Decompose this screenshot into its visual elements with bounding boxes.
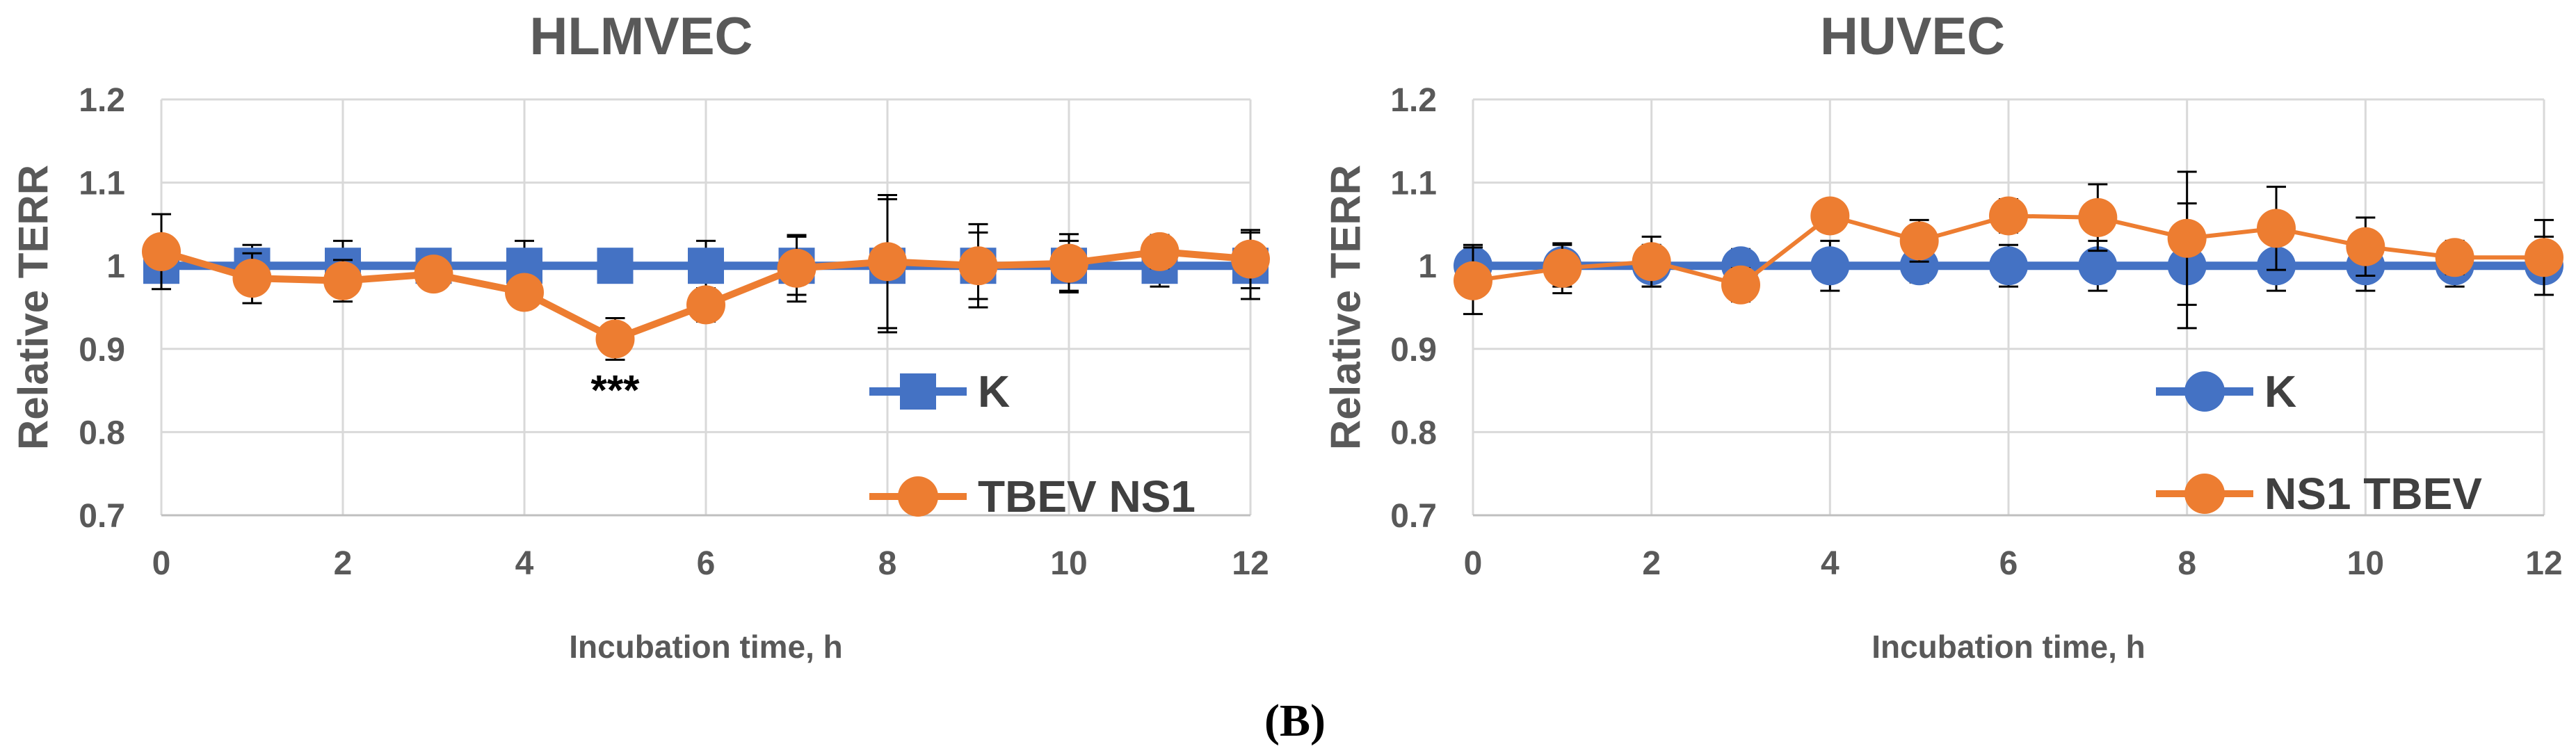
data-point bbox=[1899, 221, 1939, 261]
y-tick-label: 0.7 bbox=[79, 498, 125, 535]
data-point bbox=[1454, 261, 1492, 300]
data-point bbox=[2167, 218, 2207, 258]
panel-label: (B) bbox=[1264, 695, 1326, 746]
series-tbev-ns1 bbox=[142, 194, 1270, 361]
data-point bbox=[686, 285, 725, 325]
x-tick-label: 8 bbox=[2177, 545, 2196, 582]
data-point bbox=[2078, 246, 2118, 286]
x-tick-label: 6 bbox=[1999, 545, 2018, 582]
legend-label: NS1 TBEV bbox=[2264, 469, 2482, 519]
x-tick-label: 8 bbox=[878, 545, 897, 582]
data-point bbox=[1989, 196, 2028, 236]
data-point bbox=[323, 261, 362, 300]
data-point bbox=[142, 232, 181, 271]
data-point bbox=[1140, 232, 1180, 271]
legend-label: K bbox=[978, 366, 1010, 417]
y-tick-label: 1.1 bbox=[79, 165, 125, 202]
legend-marker bbox=[900, 373, 936, 410]
x-tick-label: 12 bbox=[1232, 545, 1269, 582]
x-tick-label: 12 bbox=[2525, 545, 2562, 582]
legend-marker bbox=[2184, 371, 2225, 412]
chart-title: HUVEC bbox=[1820, 7, 2005, 66]
data-point bbox=[2525, 238, 2563, 277]
data-point bbox=[1543, 248, 1582, 288]
data-point bbox=[1231, 239, 1270, 279]
y-tick-label: 1.2 bbox=[1390, 82, 1437, 119]
x-tick-label: 4 bbox=[515, 545, 534, 582]
data-point bbox=[2257, 209, 2296, 248]
y-tick-label: 1 bbox=[1418, 248, 1437, 285]
x-tick-label: 0 bbox=[1464, 545, 1483, 582]
x-tick-label: 6 bbox=[697, 545, 716, 582]
data-point bbox=[414, 255, 453, 294]
data-point bbox=[232, 259, 272, 298]
data-point bbox=[2346, 227, 2385, 266]
legend-marker bbox=[2184, 474, 2225, 514]
chart-huvec: HUVEC 0.7 0.8 0.9 1 1.1 1.2 0 2 4 6 8 10 12 Incubation… bbox=[1323, 7, 2563, 665]
legend: K TBEV NS1 bbox=[869, 366, 1196, 522]
data-point bbox=[505, 273, 544, 312]
y-axis-label: Relative TERR bbox=[10, 165, 57, 450]
data-point bbox=[2078, 197, 2118, 237]
data-point bbox=[1721, 265, 1760, 305]
x-tick-label: 10 bbox=[2347, 545, 2384, 582]
data-point bbox=[595, 319, 635, 359]
chart-title: HLMVEC bbox=[530, 7, 753, 66]
series-ns1-tbev bbox=[1454, 170, 2563, 316]
legend: K NS1 TBEV bbox=[2156, 366, 2482, 519]
chart-hlmvec: HLMVEC 0.7 0.8 0.9 1 1.1 1.2 0 2 4 6 8 10 12 Incubatio… bbox=[10, 7, 1270, 665]
data-point bbox=[688, 248, 724, 284]
y-tick-label: 1 bbox=[106, 248, 125, 285]
data-point bbox=[1810, 246, 1850, 286]
y-tick-label: 0.7 bbox=[1390, 498, 1437, 535]
y-tick-label: 0.8 bbox=[79, 414, 125, 451]
legend-label: TBEV NS1 bbox=[978, 471, 1196, 522]
legend-label: K bbox=[2264, 366, 2296, 417]
y-axis-label: Relative TERR bbox=[1323, 165, 1369, 450]
data-point bbox=[2435, 238, 2474, 277]
x-axis-label: Incubation time, h bbox=[569, 629, 843, 665]
y-tick-label: 0.9 bbox=[79, 332, 125, 369]
y-tick-label: 0.9 bbox=[1390, 332, 1437, 369]
data-point bbox=[1049, 243, 1088, 283]
x-tick-label: 10 bbox=[1050, 545, 1087, 582]
x-axis-label: Incubation time, h bbox=[1871, 629, 2146, 665]
data-point bbox=[1989, 246, 2028, 286]
data-point bbox=[777, 248, 816, 288]
significance-annotation: *** bbox=[590, 367, 640, 414]
x-tick-label: 4 bbox=[1821, 545, 1840, 582]
data-point bbox=[1632, 242, 1671, 282]
y-tick-label: 1.1 bbox=[1390, 165, 1437, 202]
data-point bbox=[868, 242, 907, 282]
y-tick-label: 0.8 bbox=[1390, 414, 1437, 451]
data-point bbox=[597, 248, 634, 284]
data-point bbox=[1810, 196, 1850, 236]
x-tick-label: 2 bbox=[334, 545, 353, 582]
legend-marker bbox=[898, 476, 938, 517]
x-tick-label: 2 bbox=[1642, 545, 1661, 582]
x-tick-label: 0 bbox=[152, 545, 171, 582]
y-tick-label: 1.2 bbox=[79, 82, 125, 119]
data-point bbox=[958, 246, 998, 286]
